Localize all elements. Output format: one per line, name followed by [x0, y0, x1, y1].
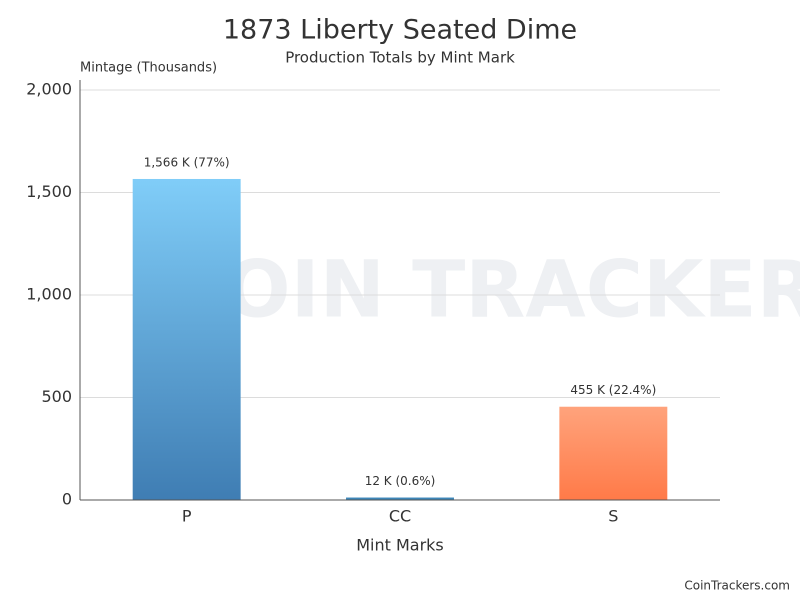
credit: CoinTrackers.com: [684, 579, 790, 593]
y-tick-label: 500: [41, 387, 72, 406]
chart-subtitle: Production Totals by Mint Mark: [285, 49, 515, 67]
data-label: 12 K (0.6%): [365, 474, 436, 488]
x-axis-title: Mint Marks: [356, 536, 444, 555]
chart-title: 1873 Liberty Seated Dime: [223, 15, 577, 46]
data-label: 455 K (22.4%): [570, 383, 656, 397]
y-tick-label: 2,000: [26, 80, 72, 99]
y-axis-title: Mintage (Thousands): [80, 61, 217, 76]
bar: [346, 497, 454, 500]
y-tick-label: 0: [62, 490, 72, 509]
y-tick-label: 1,000: [26, 285, 72, 304]
x-tick-label: CC: [389, 507, 411, 526]
watermark: COIN TRACKERS: [167, 245, 800, 335]
bar: [559, 406, 668, 500]
x-tick-label: P: [182, 507, 192, 526]
y-tick-label: 1,500: [26, 182, 72, 201]
x-tick-label: S: [608, 507, 618, 526]
data-label: 1,566 K (77%): [144, 155, 230, 169]
bar: [132, 178, 241, 500]
